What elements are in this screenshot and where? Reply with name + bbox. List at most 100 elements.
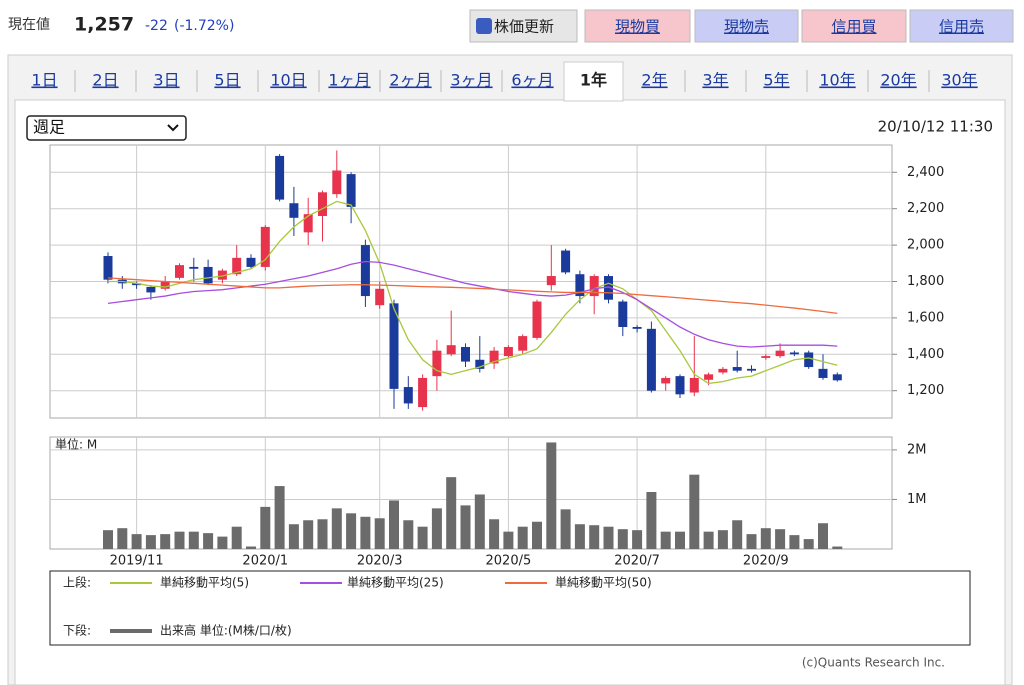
volume-bar	[117, 528, 128, 549]
tab[interactable]: 5年	[763, 71, 789, 90]
candle-body	[475, 359, 485, 369]
volume-bar	[675, 531, 685, 549]
volume-bar	[617, 529, 628, 549]
legend-label: 単純移動平均(25)	[347, 576, 444, 590]
candle-body	[146, 286, 156, 293]
tab[interactable]: 10年	[819, 71, 855, 90]
volume-bar	[560, 509, 571, 549]
volume-bar	[374, 518, 385, 549]
timestamp: 20/10/12 11:30	[878, 118, 993, 136]
x-tick-label: 2020/7	[614, 554, 660, 569]
candle-body	[461, 347, 470, 362]
candle-body	[203, 266, 213, 284]
tab-active[interactable]	[563, 61, 624, 102]
volume-bar	[717, 530, 728, 549]
candle-body	[160, 281, 170, 289]
x-tick-label: 2020/9	[743, 554, 789, 569]
volume-panel	[49, 436, 893, 550]
candle-body	[661, 377, 671, 384]
button[interactable]	[801, 9, 907, 43]
candle-body	[432, 350, 442, 377]
volume-bar	[660, 531, 671, 549]
button[interactable]	[909, 9, 1014, 43]
candle-body	[132, 283, 142, 286]
candle-body	[575, 274, 585, 297]
button-label: 信用売	[939, 18, 984, 36]
candle-body	[589, 276, 599, 297]
volume-bar	[703, 531, 714, 549]
tab[interactable]: 2年	[641, 71, 667, 90]
tab[interactable]: 1年	[580, 71, 607, 90]
volume-bar	[789, 535, 800, 549]
volume-bar	[474, 494, 485, 549]
candle-body	[503, 347, 513, 357]
volume-bar	[389, 500, 399, 549]
candle-body	[532, 301, 542, 338]
candle-body	[232, 257, 242, 275]
candle-body	[718, 368, 728, 373]
volume-bar	[589, 525, 600, 549]
candle-body	[761, 356, 771, 358]
volume-bar	[231, 526, 242, 549]
volume-bar	[331, 508, 342, 549]
volume-bar	[145, 535, 156, 549]
candle-body	[604, 276, 613, 300]
candle-body	[818, 368, 828, 378]
legend-label: 出来高 単位:(M株/口/枚)	[160, 623, 292, 638]
candle-body	[332, 170, 342, 195]
candle-body	[260, 226, 270, 267]
volume-bar	[832, 546, 843, 549]
tab[interactable]: 1日	[31, 71, 57, 90]
period-select-text: 週足	[33, 118, 65, 137]
button[interactable]	[584, 9, 691, 43]
candle-body	[103, 256, 113, 280]
tab[interactable]: 3年	[702, 71, 728, 90]
tab[interactable]: 20年	[880, 71, 916, 90]
tab[interactable]: 30年	[941, 71, 977, 90]
volume-bar	[746, 534, 757, 549]
tab[interactable]: 1ヶ月	[328, 71, 370, 90]
button-label: 現物買	[615, 18, 660, 36]
volume-bar	[460, 505, 471, 549]
tab[interactable]: 5日	[214, 71, 240, 90]
candle-body	[275, 155, 285, 200]
y-tick-label: 2,000	[907, 238, 944, 253]
candle-body	[446, 345, 456, 355]
period-select[interactable]	[26, 115, 187, 141]
change-pct: (-1.72%)	[174, 18, 234, 34]
candle-body	[189, 266, 199, 269]
tab[interactable]: 2日	[92, 71, 118, 90]
volume-bar	[760, 528, 771, 549]
tab[interactable]: 2ヶ月	[389, 71, 431, 90]
volume-bar	[217, 536, 228, 549]
volume-bar	[431, 508, 442, 549]
x-tick-label: 2020/3	[357, 554, 403, 569]
candle-body	[246, 257, 256, 267]
candle-body	[732, 367, 742, 371]
button-label: 株価更新	[494, 18, 554, 36]
tab[interactable]: 6ヶ月	[511, 71, 553, 90]
button[interactable]	[694, 9, 799, 43]
candle-body	[303, 214, 313, 233]
volume-bar	[775, 529, 786, 549]
select-chevron	[167, 124, 179, 132]
tab[interactable]: 3日	[153, 71, 179, 90]
candle-body	[804, 352, 814, 368]
tab[interactable]: 10日	[270, 71, 306, 90]
candle-body	[675, 376, 685, 395]
tab[interactable]: 3ヶ月	[450, 71, 492, 90]
legend-lower: 下段:	[63, 623, 91, 638]
candle-body	[289, 203, 299, 218]
volume-bar	[203, 533, 214, 549]
y-tick-label: 1,600	[907, 310, 944, 325]
copyright: (c)Quants Research Inc.	[802, 656, 945, 670]
unit-label: 単位: M	[55, 437, 97, 452]
ma-line	[108, 200, 838, 385]
candle-body	[704, 374, 714, 380]
button-label: 現物売	[724, 18, 769, 36]
legend-upper: 上段:	[63, 575, 91, 590]
volume-bar	[489, 519, 500, 549]
volume-bar	[646, 492, 657, 549]
refresh-icon	[476, 18, 492, 34]
